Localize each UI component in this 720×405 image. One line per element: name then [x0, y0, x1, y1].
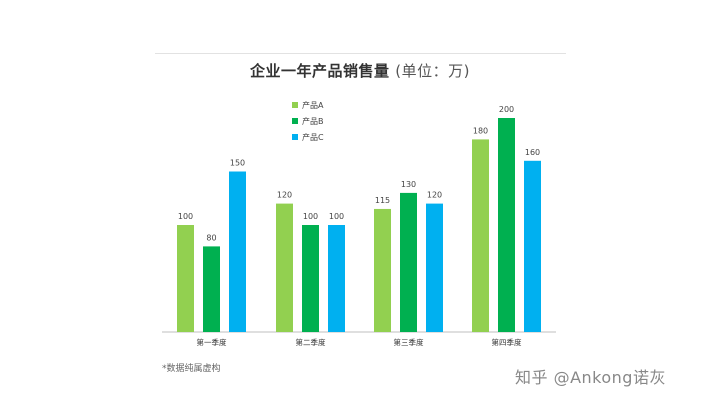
- data-label: 120: [277, 191, 292, 200]
- data-label: 160: [525, 148, 540, 157]
- data-label: 200: [499, 105, 514, 114]
- bar-3-产品A: [374, 208, 391, 332]
- bar-1-产品A: [177, 225, 194, 332]
- x-tick-label: 第二季度: [296, 337, 326, 347]
- data-label: 100: [303, 212, 318, 221]
- bar-2-产品B: [302, 225, 319, 332]
- bar-4-产品A: [472, 139, 489, 332]
- legend-label: 产品B: [302, 116, 324, 126]
- legend-label: 产品A: [302, 100, 324, 110]
- bar-4-产品B: [498, 118, 515, 332]
- x-tick-label: 第三季度: [394, 337, 424, 347]
- bar-2-产品A: [276, 203, 293, 332]
- data-label: 150: [230, 159, 245, 168]
- watermark: 知乎 @Ankong诺灰: [515, 368, 666, 387]
- bar-3-产品B: [400, 192, 417, 332]
- legend-swatch: [292, 102, 298, 108]
- data-label: 100: [178, 212, 193, 221]
- bar-3-产品C: [426, 203, 443, 332]
- x-tick-label: 第四季度: [492, 337, 522, 347]
- data-label: 80: [206, 233, 216, 242]
- legend-swatch: [292, 118, 298, 124]
- data-label: 180: [473, 126, 488, 135]
- bar-2-产品C: [328, 225, 345, 332]
- x-tick-label: 第一季度: [197, 337, 227, 347]
- chart-unit-label: (单位：万): [395, 62, 470, 80]
- bar-1-产品C: [229, 171, 246, 332]
- data-label: 130: [401, 180, 416, 189]
- footnote: *数据纯属虚构: [162, 364, 221, 374]
- data-label: 100: [329, 212, 344, 221]
- data-label: 115: [375, 196, 390, 205]
- legend-swatch: [292, 134, 298, 140]
- bar-1-产品B: [203, 246, 220, 332]
- data-label: 120: [427, 191, 442, 200]
- bar-4-产品C: [524, 160, 541, 332]
- chart-title: 企业一年产品销售量: [250, 62, 390, 80]
- top-divider: [155, 53, 566, 54]
- chart-title-block: 企业一年产品销售量 (单位：万): [0, 60, 720, 81]
- legend-label: 产品C: [302, 132, 324, 142]
